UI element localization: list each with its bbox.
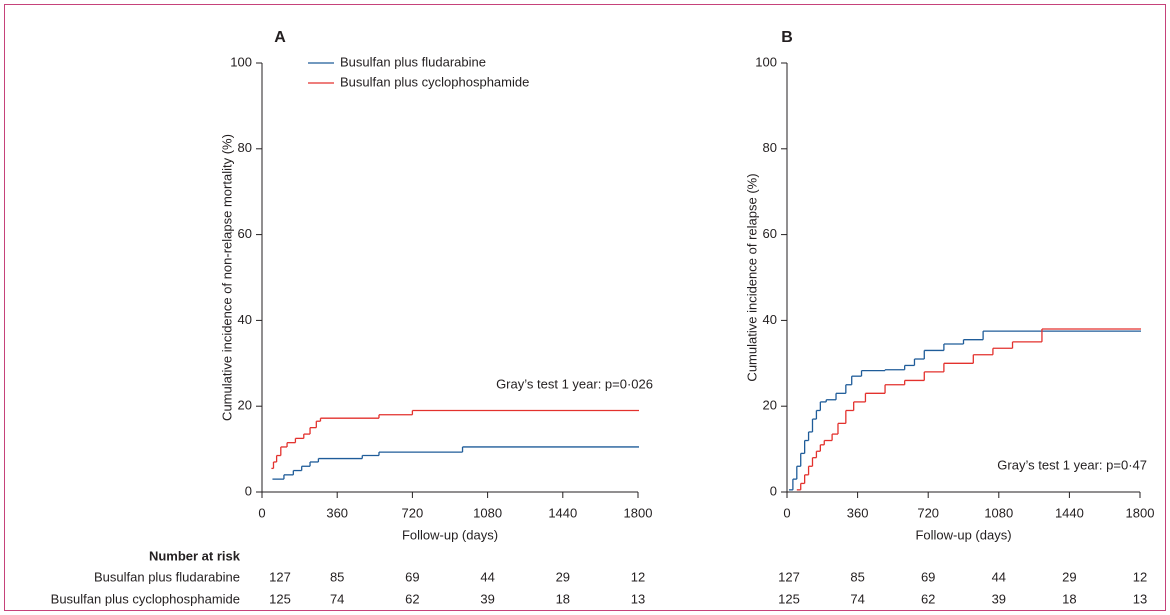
at-risk-value: 62 [405, 591, 419, 606]
at-risk-value: 13 [1133, 591, 1147, 606]
at-risk-value: 18 [1062, 591, 1076, 606]
at-risk-value: 74 [850, 591, 864, 606]
y-tick-label: 40 [238, 312, 252, 327]
x-tick-label: 0 [258, 505, 265, 520]
x-tick-label: 1440 [1055, 505, 1084, 520]
at-risk-value: 85 [330, 569, 344, 584]
y-tick-label: 100 [230, 54, 252, 69]
x-tick-label: 1080 [984, 505, 1013, 520]
x-tick-label: 360 [847, 505, 869, 520]
y-tick-label: 60 [238, 226, 252, 241]
y-tick-label: 80 [238, 140, 252, 155]
panel-label: A [274, 29, 286, 46]
at-risk-value: 62 [921, 591, 935, 606]
y-tick-label: 0 [770, 483, 777, 498]
frame [4, 4, 1166, 611]
x-axis-label: Follow-up (days) [915, 527, 1011, 542]
panel-label: B [781, 29, 793, 46]
y-tick-label: 20 [763, 398, 777, 413]
at-risk-row-label: Busulfan plus cyclophosphamide [51, 591, 240, 606]
x-tick-label: 1800 [1126, 505, 1155, 520]
y-axis-label: Cumulative incidence of relapse (%) [744, 173, 759, 381]
legend-label: Busulfan plus cyclophosphamide [340, 74, 529, 89]
at-risk-value: 44 [992, 569, 1006, 584]
y-tick-label: 60 [763, 226, 777, 241]
at-risk-title: Number at risk [149, 548, 241, 563]
at-risk-value: 18 [556, 591, 570, 606]
x-tick-label: 1800 [624, 505, 653, 520]
y-tick-label: 0 [245, 483, 252, 498]
at-risk-value: 12 [631, 569, 645, 584]
y-tick-label: 40 [763, 312, 777, 327]
at-risk-value: 39 [992, 591, 1006, 606]
x-tick-label: 0 [783, 505, 790, 520]
at-risk-row-label: Busulfan plus fludarabine [94, 569, 240, 584]
at-risk-value: 74 [330, 591, 344, 606]
x-tick-label: 360 [326, 505, 348, 520]
x-tick-label: 1440 [548, 505, 577, 520]
at-risk-value: 29 [1062, 569, 1076, 584]
y-tick-label: 100 [755, 54, 777, 69]
at-risk-value: 44 [480, 569, 494, 584]
at-risk-value: 29 [556, 569, 570, 584]
annotation: Gray’s test 1 year: p=0·47 [997, 457, 1147, 472]
x-tick-label: 1080 [473, 505, 502, 520]
at-risk-value: 69 [921, 569, 935, 584]
at-risk-value: 13 [631, 591, 645, 606]
annotation: Gray’s test 1 year: p=0·026 [496, 376, 653, 391]
x-tick-label: 720 [917, 505, 939, 520]
legend-label: Busulfan plus fludarabine [340, 54, 486, 69]
at-risk-value: 85 [850, 569, 864, 584]
y-tick-label: 80 [763, 140, 777, 155]
y-tick-label: 20 [238, 398, 252, 413]
x-axis-label: Follow-up (days) [402, 527, 498, 542]
at-risk-value: 69 [405, 569, 419, 584]
at-risk-value: 125 [269, 591, 291, 606]
y-axis-label: Cumulative incidence of non-relapse mort… [219, 134, 234, 421]
at-risk-value: 39 [480, 591, 494, 606]
x-tick-label: 720 [402, 505, 424, 520]
at-risk-value: 12 [1133, 569, 1147, 584]
at-risk-value: 127 [778, 569, 800, 584]
at-risk-value: 125 [778, 591, 800, 606]
at-risk-value: 127 [269, 569, 291, 584]
